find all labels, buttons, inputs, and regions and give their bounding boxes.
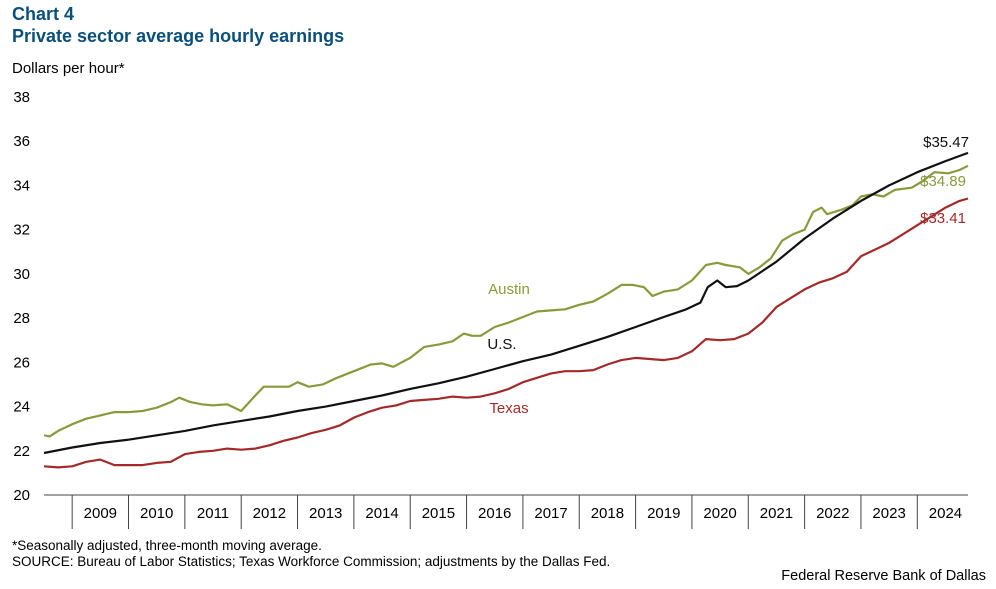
x-tick-label: 2017	[534, 505, 567, 522]
series-line-texas	[43, 197, 969, 469]
x-tick-label: 2019	[647, 505, 680, 522]
x-tick-label: 2022	[816, 505, 849, 522]
y-tick-label: 30	[13, 266, 30, 283]
series-labels: Austin $34.89 U.S. $35.47 Texas $33.41	[487, 134, 969, 417]
x-tick-label: 2010	[140, 505, 173, 522]
y-tick-label: 24	[13, 399, 30, 416]
x-tick-label: 2011	[197, 505, 229, 522]
y-tick-label: 26	[13, 354, 30, 371]
series-name-label: Austin	[488, 281, 530, 298]
title-block: Chart 4 Private sector average hourly ea…	[12, 3, 344, 47]
x-tick-label: 2018	[591, 505, 624, 522]
x-tick-label: 2014	[365, 505, 398, 522]
series-line-us	[43, 151, 969, 455]
footnote: *Seasonally adjusted, three-month moving…	[12, 538, 322, 553]
series-end-value-label: $34.89	[920, 173, 966, 190]
x-tick-label: 2024	[929, 505, 962, 522]
y-axis-unit-label: Dollars per hour*	[12, 60, 125, 77]
credit: Federal Reserve Bank of Dallas	[781, 568, 986, 584]
x-tick-label: 2012	[253, 505, 286, 522]
series-name-label: Texas	[489, 400, 528, 417]
x-tick-label: 2013	[309, 505, 342, 522]
series-end-value-label: $35.47	[923, 134, 969, 151]
x-tick-label: 2020	[703, 505, 736, 522]
x-tick-label: 2016	[478, 505, 511, 522]
series-line-austin	[43, 164, 969, 438]
x-tick-label: 2009	[84, 505, 117, 522]
y-tick-label: 22	[13, 443, 30, 460]
x-axis: 2009 2010 2011 2012 2013 2014 2015 2016 2017 2018…	[44, 494, 968, 529]
x-tick-label: 2023	[872, 505, 905, 522]
y-tick-label: 38	[13, 89, 30, 106]
x-tick-label: 2021	[760, 505, 793, 522]
y-tick-label: 32	[13, 222, 30, 239]
y-tick-label: 20	[13, 487, 30, 504]
series-name-label: U.S.	[487, 336, 516, 353]
series-lines	[43, 151, 969, 469]
y-tick-label: 36	[13, 133, 30, 150]
chart-title: Private sector average hourly earnings	[12, 26, 345, 46]
x-tick-label: 2015	[422, 505, 455, 522]
y-tick-label: 34	[13, 177, 30, 194]
series-end-value-label: $33.41	[920, 210, 966, 227]
footnote-block: *Seasonally adjusted, three-month moving…	[12, 538, 610, 570]
source-note: SOURCE: Bureau of Labor Statistics; Texa…	[12, 554, 611, 569]
y-tick-label: 28	[13, 310, 30, 327]
y-axis: 20 22 24 26 28 30 32 34 36 38	[13, 89, 30, 504]
chart-number: Chart 4	[12, 4, 75, 24]
